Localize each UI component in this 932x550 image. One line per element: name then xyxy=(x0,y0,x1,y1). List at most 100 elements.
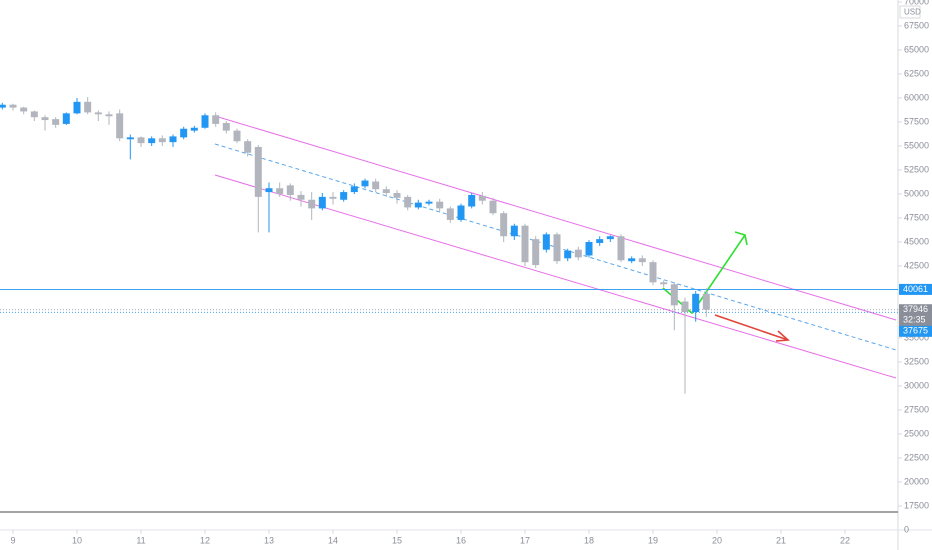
red-arrow xyxy=(714,314,789,341)
y-tick-label: 65000 xyxy=(904,44,929,54)
candle-body xyxy=(436,201,444,209)
candle-body xyxy=(9,104,17,108)
candle-body xyxy=(169,136,177,143)
candle-body xyxy=(105,114,113,117)
x-tick-label: 20 xyxy=(712,535,722,545)
candle-body xyxy=(30,111,38,118)
y-tick-label: 32500 xyxy=(904,356,929,366)
price-label-box xyxy=(899,304,932,327)
candle-body xyxy=(340,192,348,200)
candle-body xyxy=(126,137,134,140)
y-tick-label: 60000 xyxy=(904,92,929,102)
y-tick-label: 35000 xyxy=(904,332,929,342)
candle-body xyxy=(62,113,70,124)
candle-body xyxy=(41,117,49,121)
candle-body xyxy=(318,196,326,209)
y-tick-label: 47500 xyxy=(904,212,929,222)
candle-body xyxy=(329,196,337,199)
y-tick-label: 62500 xyxy=(904,68,929,78)
candle-body xyxy=(521,225,529,263)
candle-body xyxy=(457,205,465,220)
candle-body xyxy=(84,101,92,113)
red-arrow-head xyxy=(775,330,790,342)
currency-box xyxy=(899,5,921,19)
candle-body xyxy=(649,262,657,283)
candle-body xyxy=(0,104,6,108)
currency: USD xyxy=(904,8,921,17)
x-tick-label: 21 xyxy=(776,535,786,545)
price-label: 40061 xyxy=(903,284,928,294)
x-tick-label: 12 xyxy=(200,535,210,545)
x-tick-label: 16 xyxy=(456,535,466,545)
candle-body xyxy=(542,234,550,250)
candle-body xyxy=(692,293,700,313)
candle-body xyxy=(606,236,614,240)
y-tick-label: 45000 xyxy=(904,236,929,246)
x-tick-label: 22 xyxy=(840,535,850,545)
candle-body xyxy=(702,293,710,310)
x-tick-label: 10 xyxy=(72,535,82,545)
y-tick-label: 42500 xyxy=(904,260,929,270)
x-tick-label: 19 xyxy=(648,535,658,545)
candle-body xyxy=(681,301,689,313)
candle-body xyxy=(372,181,380,190)
candle-body xyxy=(585,241,593,256)
x-tick-label: 15 xyxy=(392,535,402,545)
y-tick-label: 70000 xyxy=(904,0,929,6)
x-tick-label: 14 xyxy=(328,535,338,545)
candle-body xyxy=(254,146,262,197)
candle-body xyxy=(500,213,508,237)
candle-body xyxy=(414,202,422,208)
y-tick-label: 22500 xyxy=(904,452,929,462)
countdown: 32:35 xyxy=(903,315,926,325)
price-label: 37946 xyxy=(903,304,928,314)
drawings xyxy=(214,115,897,379)
candle-body xyxy=(286,185,294,195)
candle-body xyxy=(244,141,252,153)
candle-body xyxy=(350,186,358,193)
y-tick-label: 57500 xyxy=(904,116,929,126)
candle-body xyxy=(532,239,540,266)
price-label-box xyxy=(899,325,932,337)
candle-body xyxy=(489,200,497,214)
candle-body xyxy=(222,122,230,131)
candle-body xyxy=(308,199,316,209)
candle-body xyxy=(564,250,572,259)
candle-body xyxy=(265,188,273,193)
candle-body xyxy=(382,189,390,194)
candle-body xyxy=(638,258,646,263)
x-tick-label: 13 xyxy=(264,535,274,545)
price-label: 37675 xyxy=(903,326,928,336)
x-tick-label: 11 xyxy=(136,535,145,545)
candle-body xyxy=(596,239,604,243)
price-label-box xyxy=(899,283,932,295)
y-tick-label: 55000 xyxy=(904,140,929,150)
candle-body xyxy=(425,201,433,204)
y-tick-label: 50000 xyxy=(904,188,929,198)
y-tick-label: 17500 xyxy=(904,500,929,510)
candle-body xyxy=(670,284,678,306)
y-tick-label: 30000 xyxy=(904,380,929,390)
candle-body xyxy=(478,195,486,201)
lower-y-tick-label: 0 xyxy=(904,524,909,534)
candle-body xyxy=(393,193,401,198)
candle-body xyxy=(137,137,145,144)
candle-body xyxy=(212,115,220,124)
y-tick-label: 52500 xyxy=(904,164,929,174)
y-tick-label: 67500 xyxy=(904,20,929,30)
candle-body xyxy=(201,115,209,128)
candle-body xyxy=(158,138,166,143)
x-tick-label: 18 xyxy=(584,535,594,545)
candle-body xyxy=(233,130,241,142)
candle-body xyxy=(404,196,412,208)
x-tick-label: 9 xyxy=(10,535,15,545)
y-tick-label: 25000 xyxy=(904,428,929,438)
channel-lower xyxy=(214,174,897,379)
x-tick-label: 17 xyxy=(520,535,530,545)
candle-body xyxy=(116,113,124,139)
candle-body xyxy=(553,234,561,262)
y-tick-label: 20000 xyxy=(904,476,929,486)
candle-body xyxy=(52,119,60,125)
candle-body xyxy=(510,225,518,237)
